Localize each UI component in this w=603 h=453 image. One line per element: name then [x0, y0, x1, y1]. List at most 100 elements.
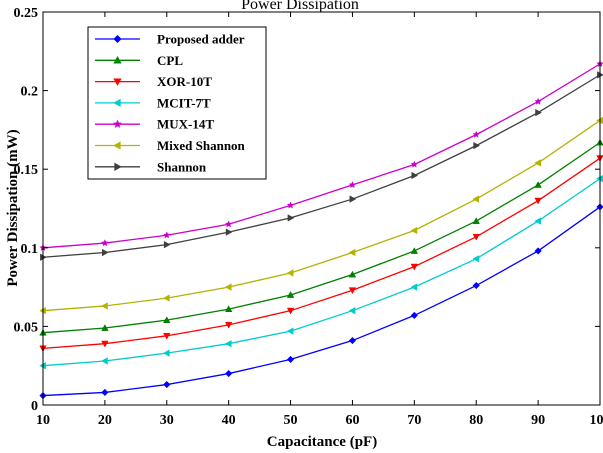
legend-marker	[113, 78, 122, 86]
legend-label: MCIT-7T	[157, 95, 211, 110]
x-tick-label: 60	[345, 413, 359, 428]
data-point	[101, 239, 109, 247]
data-point	[348, 306, 356, 315]
legend-entry: MCIT-7T	[95, 95, 211, 110]
data-point	[224, 220, 233, 228]
y-tick-label: 0.2	[21, 85, 39, 100]
x-tick-label: 10	[36, 413, 50, 428]
data-point	[534, 197, 542, 205]
data-point	[163, 380, 171, 389]
data-point	[224, 339, 232, 348]
legend-entry: XOR-10T	[95, 74, 212, 89]
data-point	[348, 336, 357, 345]
legend-marker	[113, 119, 122, 128]
series-cpl	[39, 138, 603, 336]
data-point	[472, 195, 480, 203]
legend-label: Mixed Shannon	[157, 138, 246, 153]
legend-entry: Shannon	[95, 159, 207, 174]
series-line	[42, 141, 601, 334]
data-point	[101, 357, 108, 365]
data-point	[534, 97, 542, 105]
y-tick-label: 0.15	[14, 163, 39, 178]
legend-label: Proposed adder	[157, 32, 245, 47]
x-tick-label: 20	[98, 413, 112, 428]
y-axis-label: Power Dissipation (mW)	[5, 129, 21, 286]
data-point	[101, 302, 108, 310]
data-point	[101, 340, 109, 348]
data-point	[286, 269, 294, 277]
data-point	[163, 316, 171, 324]
data-point	[348, 248, 356, 257]
data-point	[101, 248, 109, 257]
series-line	[42, 74, 601, 258]
data-point	[472, 255, 480, 263]
plot-area-frame	[42, 11, 601, 406]
data-point	[225, 369, 233, 378]
legend-label: Shannon	[157, 159, 207, 174]
legend-entry: Proposed adder	[95, 32, 245, 47]
legend-label: XOR-10T	[157, 74, 212, 89]
data-point	[224, 305, 233, 312]
data-point	[101, 388, 109, 397]
data-point	[410, 311, 418, 320]
data-point	[348, 270, 357, 278]
legend-label: MUX-14T	[157, 117, 214, 132]
x-tick-label: 50	[284, 413, 298, 428]
data-point	[410, 263, 419, 271]
legend-entry: CPL	[95, 53, 183, 68]
data-point	[162, 349, 170, 357]
series-line	[42, 157, 601, 350]
x-axis-ticks: 10 20 30 40 50 60 70 80 90 100	[36, 12, 603, 428]
data-point	[472, 233, 480, 241]
x-tick-label: 100	[590, 413, 603, 428]
series-line	[42, 206, 601, 397]
data-point	[286, 307, 295, 315]
data-point	[287, 214, 295, 222]
x-tick-label: 40	[222, 413, 236, 428]
y-axis-ticks: 0 0.05 0.1 0.15 0.2 0.25	[14, 6, 600, 414]
y-tick-label: 0.25	[14, 6, 39, 21]
data-point	[101, 324, 109, 331]
data-point	[163, 231, 171, 239]
x-tick-label: 90	[531, 413, 545, 428]
data-point	[472, 281, 480, 290]
data-point	[162, 294, 170, 302]
series-line	[42, 178, 601, 367]
legend-marker	[113, 55, 122, 64]
data-point	[411, 171, 419, 180]
data-point	[348, 287, 357, 295]
legend-label: CPL	[157, 53, 183, 68]
data-point	[224, 283, 232, 291]
y-tick-label: 0.05	[14, 320, 39, 335]
data-point	[534, 159, 542, 167]
data-point	[286, 201, 295, 209]
data-point	[349, 195, 357, 203]
series-mux-14t	[39, 59, 603, 251]
legend-marker	[114, 162, 122, 171]
data-point	[410, 160, 419, 168]
series-line	[42, 119, 601, 312]
y-tick-label: 0	[31, 399, 38, 414]
chart-title: Power Dissipation	[241, 0, 359, 13]
y-tick-label: 0.1	[21, 242, 39, 257]
data-point	[410, 283, 418, 291]
data-point	[472, 217, 480, 224]
data-point	[472, 130, 480, 138]
data-point	[286, 291, 295, 298]
legend-marker	[113, 98, 121, 108]
legend-marker	[113, 34, 122, 44]
series-mcit-7t	[39, 174, 603, 370]
data-point	[410, 247, 419, 254]
series-proposed-adder	[39, 203, 603, 400]
data-point	[224, 321, 233, 329]
legend: Proposed adder CPL XOR-10T MCIT-7T MUX-14T Mi…	[87, 26, 267, 180]
data-point	[534, 181, 542, 188]
x-axis-label: Capacitance (pF)	[267, 434, 377, 450]
data-point	[225, 228, 233, 236]
data-point	[473, 141, 481, 150]
data-point	[163, 240, 171, 249]
data-point	[535, 108, 542, 117]
data-point	[410, 226, 418, 235]
legend-entry: MUX-14T	[95, 117, 214, 132]
